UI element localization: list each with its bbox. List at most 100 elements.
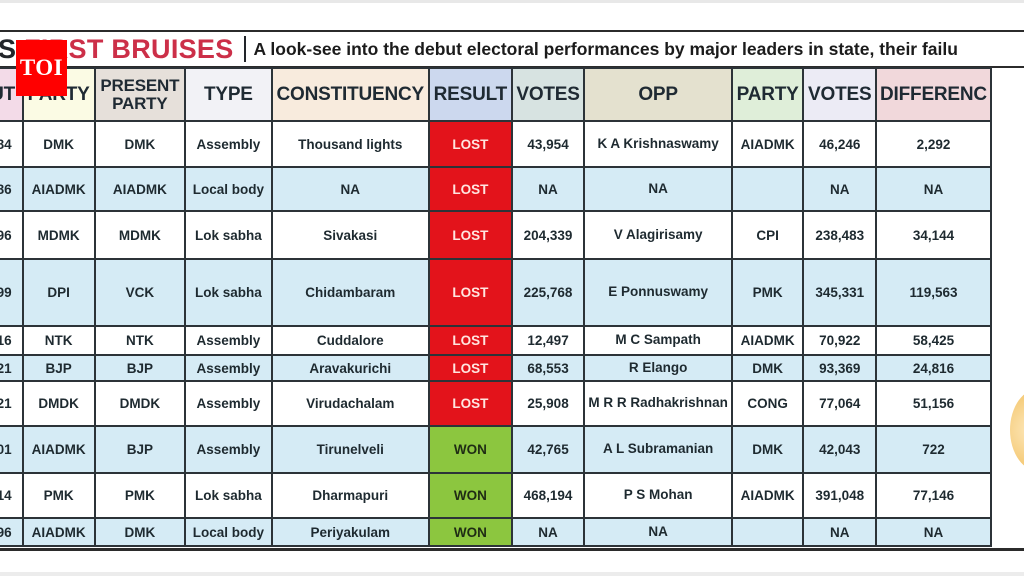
table-row: 01AIADMKBJPAssemblyTirunelveliWON42,765A… <box>0 425 992 474</box>
cell-difference: 2,292 <box>875 120 992 168</box>
cell-year: 01 <box>0 425 24 474</box>
result-badge: LOST <box>427 258 513 327</box>
column-header-opp-votes: VOTES <box>802 67 877 122</box>
column-header-type: TYPE <box>184 67 273 122</box>
cell-constituency: Periyakulam <box>270 517 430 547</box>
column-header-result: RESULT <box>427 67 513 122</box>
decorative-sticker <box>1010 388 1024 472</box>
cell-present-party: DMDK <box>93 380 187 427</box>
cell-party: MDMK <box>21 210 96 260</box>
cell-present-party: BJP <box>93 425 187 474</box>
cell-opp-votes: 70,922 <box>802 325 877 356</box>
cell-opp: M C Sampath <box>583 325 733 356</box>
cell-year: 86 <box>0 166 24 212</box>
result-badge: WON <box>427 472 513 519</box>
cell-year: 21 <box>0 354 24 382</box>
result-badge: WON <box>427 517 513 547</box>
cell-opp-votes: NA <box>802 517 877 547</box>
bottom-divider <box>0 572 1024 576</box>
cell-constituency: NA <box>270 166 430 212</box>
headline-description: A look-see into the debut electoral perf… <box>253 38 958 59</box>
cell-opp-party <box>730 166 805 212</box>
cell-constituency: Cuddalore <box>270 325 430 356</box>
cell-present-party: VCK <box>93 258 187 327</box>
cell-votes: 25,908 <box>510 380 586 427</box>
cell-opp-votes: 42,043 <box>802 425 877 474</box>
cell-opp: M R R Radhakrishnan <box>583 380 733 427</box>
cell-type: Assembly <box>184 425 273 474</box>
cell-difference: 51,156 <box>875 380 992 427</box>
cell-difference: NA <box>875 517 992 547</box>
cell-opp: NA <box>583 517 733 547</box>
cell-type: Assembly <box>184 354 273 382</box>
cell-party: DMDK <box>21 380 96 427</box>
cell-opp-votes: 93,369 <box>802 354 877 382</box>
cell-difference: NA <box>875 166 992 212</box>
cell-opp-votes: 345,331 <box>802 258 877 327</box>
cell-party: AIADMK <box>21 517 96 547</box>
cell-opp-party: DMK <box>730 425 805 474</box>
cell-constituency: Thousand lights <box>270 120 430 168</box>
cell-party: PMK <box>21 472 96 519</box>
table-row: 21BJPBJPAssemblyAravakurichiLOST68,553R … <box>0 354 992 382</box>
cell-year: 96 <box>0 210 24 260</box>
cell-type: Local body <box>184 166 273 212</box>
column-header-opp: OPP <box>583 67 733 122</box>
result-badge: LOST <box>427 210 513 260</box>
cell-opp-votes: 391,048 <box>802 472 877 519</box>
cell-votes: 204,339 <box>510 210 586 260</box>
cell-type: Assembly <box>184 325 273 356</box>
cell-type: Lok sabha <box>184 210 273 260</box>
cell-opp-votes: NA <box>802 166 877 212</box>
cell-difference: 77,146 <box>875 472 992 519</box>
column-header-constituency: CONSTITUENCY <box>270 67 430 122</box>
cell-difference: 34,144 <box>875 210 992 260</box>
table-row: 96MDMKMDMKLok sabhaSivakasiLOST204,339V … <box>0 210 992 260</box>
cell-votes: 468,194 <box>510 472 586 519</box>
result-badge: LOST <box>427 380 513 427</box>
cell-opp: A L Subramanian <box>583 425 733 474</box>
header-row: BUTPARTYPRESENT PARTYTYPECONSTITUENCYRES… <box>0 67 992 122</box>
cell-votes: NA <box>510 166 586 212</box>
cell-party: AIADMK <box>21 166 96 212</box>
cell-opp: NA <box>583 166 733 212</box>
cell-constituency: Virudachalam <box>270 380 430 427</box>
cell-year: 14 <box>0 472 24 519</box>
cell-constituency: Tirunelveli <box>270 425 430 474</box>
cell-opp-party: DMK <box>730 354 805 382</box>
cell-opp-party: AIADMK <box>730 472 805 519</box>
toi-logo: TOI <box>16 40 67 96</box>
cell-opp-votes: 77,064 <box>802 380 877 427</box>
top-divider <box>0 0 1024 3</box>
result-badge: LOST <box>427 354 513 382</box>
cell-opp-party <box>730 517 805 547</box>
cell-opp: E Ponnuswamy <box>583 258 733 327</box>
cell-constituency: Chidambaram <box>270 258 430 327</box>
cell-type: Local body <box>184 517 273 547</box>
result-badge: LOST <box>427 166 513 212</box>
result-badge: WON <box>427 425 513 474</box>
table-row: 96AIADMKDMKLocal bodyPeriyakulamWONNANAN… <box>0 517 992 547</box>
cell-type: Lok sabha <box>184 472 273 519</box>
cell-party: NTK <box>21 325 96 356</box>
cell-party: BJP <box>21 354 96 382</box>
cell-year: 99 <box>0 258 24 327</box>
cell-present-party: MDMK <box>93 210 187 260</box>
cell-opp-votes: 46,246 <box>802 120 877 168</box>
cell-difference: 722 <box>875 425 992 474</box>
cell-opp-party: CONG <box>730 380 805 427</box>
column-header-opp-party: PARTY <box>730 67 805 122</box>
cell-type: Assembly <box>184 120 273 168</box>
cell-year: 96 <box>0 517 24 547</box>
cell-votes: 42,765 <box>510 425 586 474</box>
cell-present-party: AIADMK <box>93 166 187 212</box>
headline-separator <box>243 36 246 62</box>
column-header-present-party: PRESENT PARTY <box>93 67 187 122</box>
cell-opp: V Alagirisamy <box>583 210 733 260</box>
table-row: 99DPIVCKLok sabhaChidambaramLOST225,768E… <box>0 258 992 327</box>
cell-opp: P S Mohan <box>583 472 733 519</box>
cell-present-party: NTK <box>93 325 187 356</box>
